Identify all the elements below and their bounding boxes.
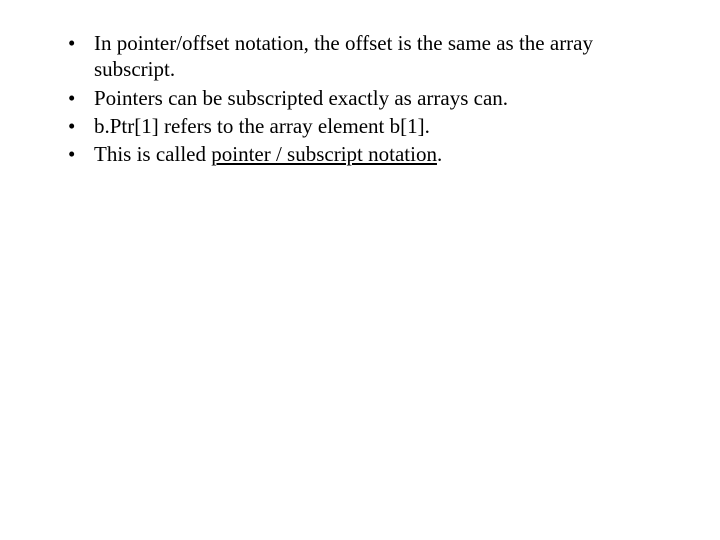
list-item: Pointers can be subscripted exactly as a…	[60, 85, 660, 111]
bullet-text: In pointer/offset notation, the offset i…	[94, 31, 593, 81]
bullet-text: Pointers can be subscripted exactly as a…	[94, 86, 508, 110]
list-item: b.Ptr[1] refers to the array element b[1…	[60, 113, 660, 139]
list-item: In pointer/offset notation, the offset i…	[60, 30, 660, 83]
slide: In pointer/offset notation, the offset i…	[0, 0, 720, 540]
bullet-suffix: .	[437, 142, 442, 166]
bullet-list: In pointer/offset notation, the offset i…	[60, 30, 660, 167]
bullet-emph: pointer / subscript notation	[211, 142, 437, 166]
bullet-text: b.Ptr[1] refers to the array element b[1…	[94, 114, 430, 138]
list-item: This is called pointer / subscript notat…	[60, 141, 660, 167]
bullet-text: This is called	[94, 142, 211, 166]
